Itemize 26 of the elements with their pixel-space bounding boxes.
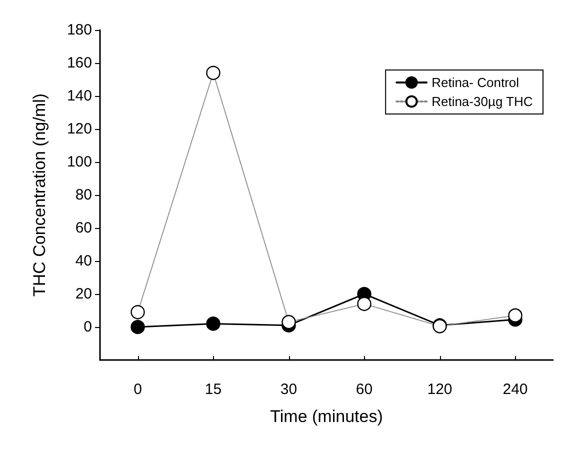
point [206, 66, 220, 80]
x-tick-label: 60 [356, 381, 373, 398]
x-axis-title: Time (minutes) [270, 407, 383, 426]
point [206, 316, 220, 331]
point [130, 320, 145, 334]
point [357, 296, 372, 311]
x-tick-label: 240 [502, 381, 528, 398]
point [508, 308, 522, 323]
x-tick-label: 15 [204, 381, 222, 398]
legend-label: Retina- Control [432, 75, 520, 90]
x-tick-label: 0 [134, 381, 142, 398]
point [282, 314, 296, 330]
y-tick-label: 60 [75, 220, 92, 236]
y-tick-label: 20 [75, 286, 92, 302]
y-tick-label: 120 [66, 120, 92, 138]
x-tick-label: 120 [427, 381, 452, 398]
y-axis-title: THC Concentration (ng/ml) [30, 93, 49, 297]
y-tick-label: 80 [75, 186, 92, 204]
y-tick-label: 140 [66, 88, 92, 104]
y-tick-label: 0 [84, 318, 92, 336]
legend-label: Retina-30µg THC [432, 94, 533, 109]
y-tick-label: 180 [66, 22, 92, 38]
y-tick-label: 100 [66, 154, 92, 170]
x-tick-label: 30 [280, 381, 298, 398]
y-tick-label: 40 [75, 252, 92, 270]
y-tick-label: 160 [66, 54, 92, 72]
